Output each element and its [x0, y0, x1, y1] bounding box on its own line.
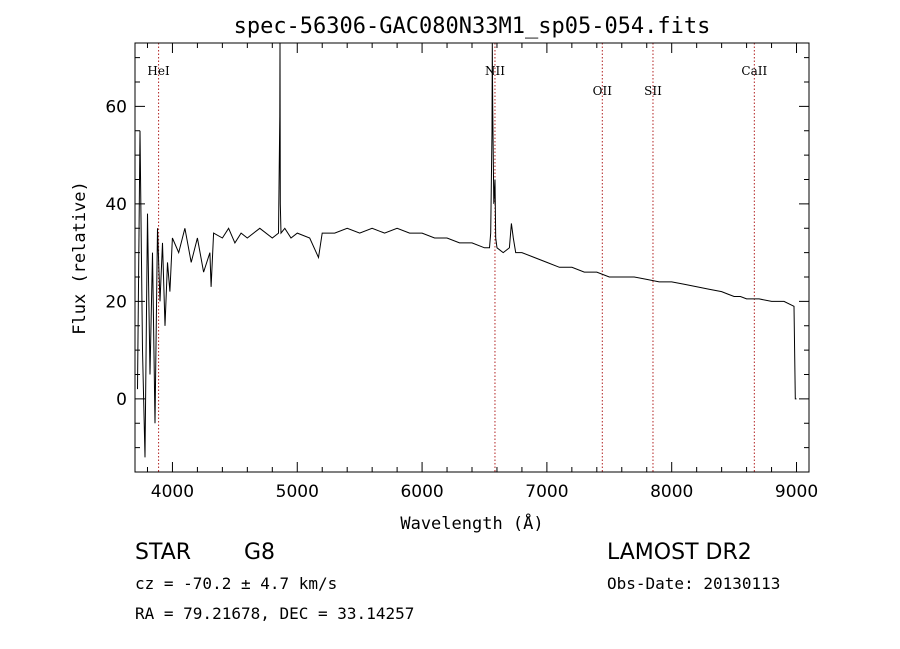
observation-date: Obs-Date: 20130113 — [607, 574, 781, 593]
chart-title: spec-56306-GAC080N33M1_sp05-054.fits — [234, 14, 711, 39]
x-axis-label: Wavelength (Å) — [400, 512, 543, 534]
object-subclass: G8 — [244, 540, 276, 565]
spectrum-line — [137, 42, 797, 458]
x-tick-label: 6000 — [400, 482, 443, 502]
x-tick-label: 4000 — [151, 482, 194, 502]
spectral-line-markers: HeI NII OII SII CaII — [147, 43, 767, 472]
x-tick-label: 8000 — [650, 482, 693, 502]
y-tick-label: 40 — [105, 195, 127, 215]
y-tick-label: 60 — [105, 97, 127, 117]
x-tick-label: 5000 — [276, 482, 319, 502]
redshift-velocity: cz = -70.2 ± 4.7 km/s — [135, 574, 338, 593]
x-tick-label: 9000 — [775, 482, 818, 502]
plot-frame — [134, 42, 810, 473]
line-marker-label: CaII — [741, 64, 767, 78]
axis-ticks: 4000 5000 6000 7000 8000 9000 0 20 40 60 — [105, 43, 818, 502]
object-class: STAR — [135, 540, 192, 565]
x-tick-label: 7000 — [525, 482, 568, 502]
line-marker-label: HeI — [147, 64, 170, 78]
line-marker-label: NII — [485, 64, 505, 78]
line-marker-label: SII — [644, 84, 662, 98]
sky-coordinates: RA = 79.21678, DEC = 33.14257 — [135, 604, 415, 623]
y-tick-label: 0 — [116, 390, 127, 410]
y-axis-label: Flux (relative) — [70, 181, 90, 335]
survey-name: LAMOST DR2 — [607, 540, 752, 565]
y-tick-label: 20 — [105, 292, 127, 312]
line-marker-label: OII — [593, 84, 613, 98]
